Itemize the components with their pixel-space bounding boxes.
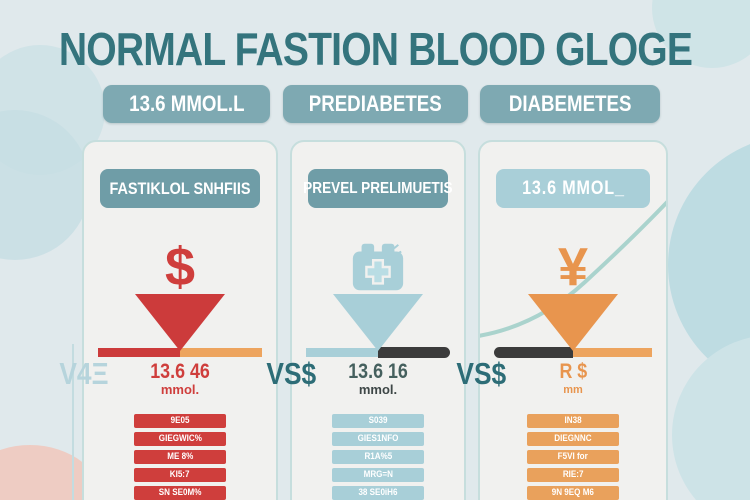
yen-icon: ¥ [557,237,589,297]
stat-row: MRG=N [332,468,424,482]
pill-diabetes[interactable]: DIABEMETES [480,85,660,123]
stat-row: GIEGWIC% [134,432,226,446]
gauge-segment-blue [306,348,378,357]
card-header: PREVEL PRELIMUETIS [303,169,453,208]
reading-unit: mmol. [358,382,398,397]
gauge-segment-red [98,348,180,357]
stat-row: R1A%5 [332,450,424,464]
marker-triangle [528,294,618,351]
gauge-bar [494,347,652,358]
stat-row: GIES1NFO [332,432,424,446]
gauge-segment-orange [180,348,262,357]
stat-row: ME 8% [134,450,226,464]
reading-value: 13.6 46 [150,360,210,383]
gauge-bar [306,347,450,358]
reading-unit: mmol. [160,382,200,397]
stat-row: DIEGNNC [527,432,619,446]
stat-row: S039 [332,414,424,428]
vs-label-right: VS$ [456,356,507,391]
card-header: FASTIKLOL SNHFIIS [100,169,260,208]
stat-list: S039 GIES1NFO R1A%5 MRG=N 38 SE0iH6 [332,414,424,500]
reading-value: R $ [559,360,587,383]
gauge-segment-orange [573,348,652,357]
stat-row: IN38 [527,414,619,428]
gauge-segment-dark [494,347,573,358]
first-aid-kit-icon [292,232,464,302]
page-title: NORMAL FASTION BLOOD GLOGE [58,23,692,75]
stat-row: 9E05 [134,414,226,428]
card-prediabetes: PREVEL PRELIMUETIS 13.6 16 mmol. S039 GI… [290,140,466,500]
stat-row: RIE:7 [527,468,619,482]
stat-row: 38 SE0iH6 [332,486,424,500]
pill-prediabetes[interactable]: PREDIABETES [283,85,468,123]
marker-triangle [135,294,225,351]
stat-list: IN38 DIEGNNC F5VI for RIE:7 9N 9EQ M6 [527,414,619,500]
gauge-segment-dark [378,347,450,358]
stat-row: KI5:7 [134,468,226,482]
decorative-line [72,344,74,500]
gauge-bar [98,347,262,358]
stat-row: SN SE0M% [134,486,226,500]
card-fasting: FASTIKLOL SNHFIIS $ 13.6 46 mmol. 9E05 G… [82,140,278,500]
card-header: 13.6 MMOL_ [496,169,650,208]
reading-value: 13.6 16 [348,360,408,383]
pill-normal-value[interactable]: 13.6 MMOL.L [103,85,270,123]
marker-triangle [333,294,423,351]
vs-label-mid: VS$ [266,356,317,391]
vs-label-left: V4Ξ [59,356,109,391]
stat-row: F5VI for [527,450,619,464]
reading-unit: mm [563,384,583,396]
stat-list: 9E05 GIEGWIC% ME 8% KI5:7 SN SE0M% [134,414,226,500]
background-blob [672,335,750,500]
card-diabetes: 13.6 MMOL_ ¥ R $ mm IN38 DIEGNNC F5VI fo… [478,140,668,500]
stat-row: 9N 9EQ M6 [527,486,619,500]
dollar-icon: $ [164,237,196,297]
